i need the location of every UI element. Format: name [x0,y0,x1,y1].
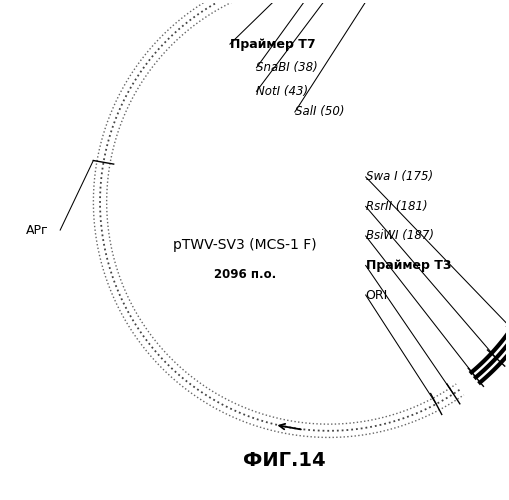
Text: Swa I (175): Swa I (175) [365,170,432,183]
Text: APг: APг [25,224,48,236]
Text: SalI (50): SalI (50) [294,106,344,118]
Text: ORI: ORI [365,288,387,302]
Text: SnaBI (38): SnaBI (38) [256,61,318,74]
Text: RsrII (181): RsrII (181) [365,200,427,213]
Text: Праймер T3: Праймер T3 [365,259,450,272]
Text: Праймер T7: Праймер T7 [230,38,315,51]
Text: NotI (43): NotI (43) [256,85,308,98]
Text: 2096 п.о.: 2096 п.о. [213,268,275,281]
Text: BsiWI (187): BsiWI (187) [365,230,433,242]
Text: ФИГ.14: ФИГ.14 [243,451,325,470]
Text: pTWV-SV3 (MCS-1 F): pTWV-SV3 (MCS-1 F) [173,238,316,252]
